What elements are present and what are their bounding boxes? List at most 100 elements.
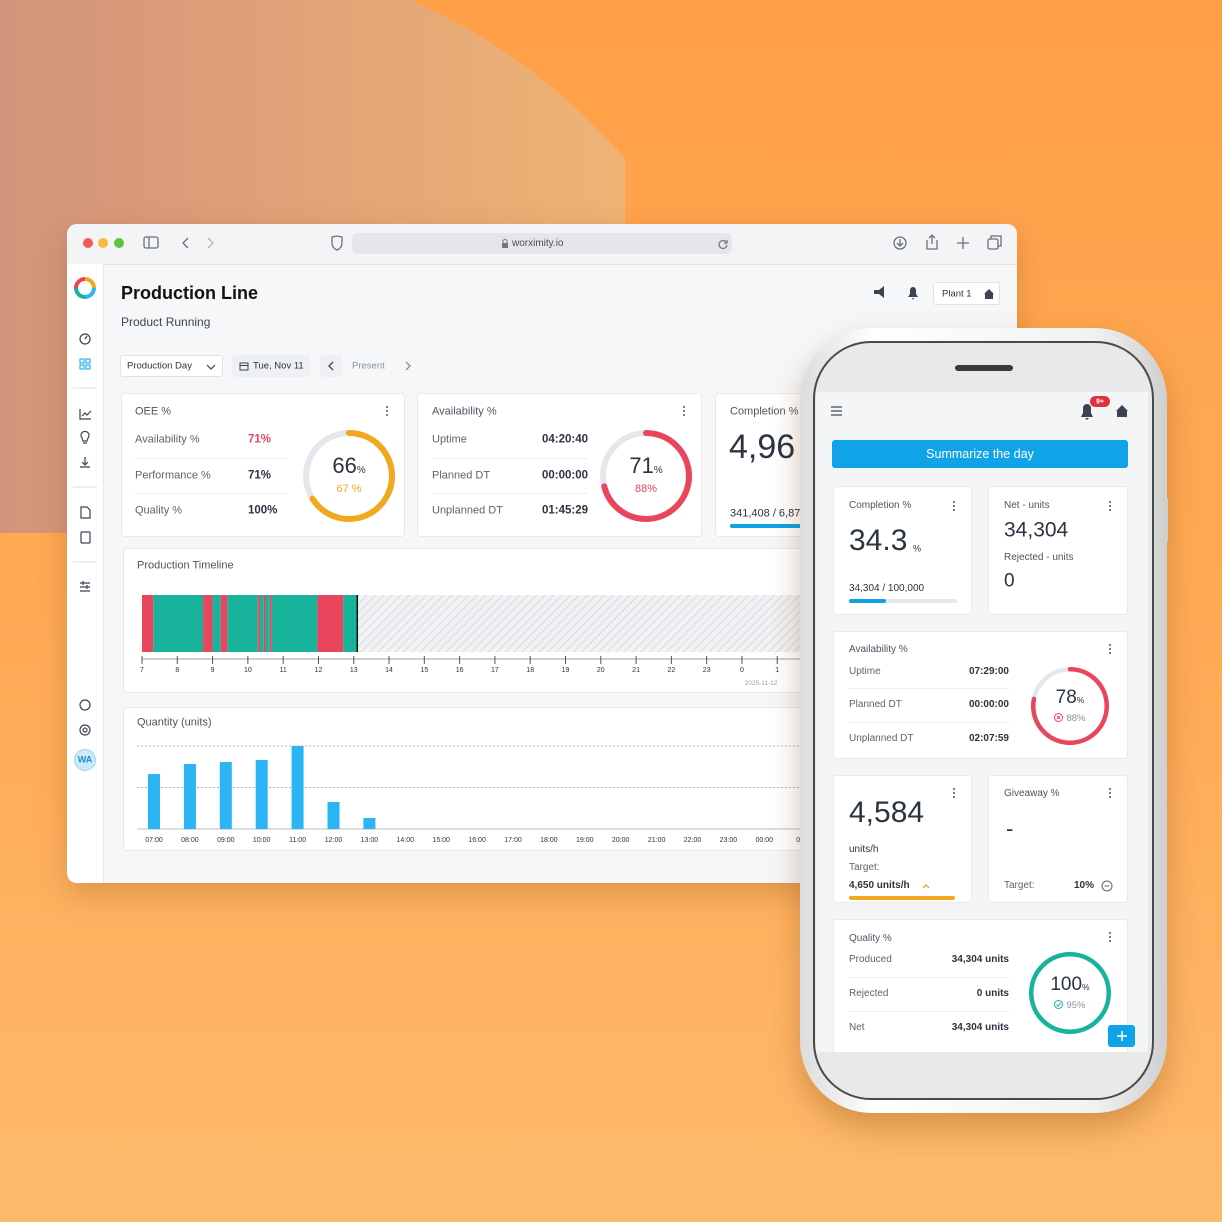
rejected-value: 0: [1004, 570, 1015, 592]
target-value: 4,650 units/h: [849, 880, 910, 891]
menu-dot: [1108, 787, 1112, 791]
back-button[interactable]: [182, 237, 189, 249]
notification-icon[interactable]: [908, 287, 918, 300]
download-icon[interactable]: [893, 236, 907, 250]
plant-selector[interactable]: Plant 1: [933, 282, 1000, 305]
gauge-value: 100: [1050, 973, 1083, 995]
card-title: Production Timeline: [137, 559, 234, 572]
bar: [183, 764, 196, 829]
zoom-button[interactable]: [114, 238, 124, 248]
mobile-header-icons: [831, 404, 1128, 420]
home-icon: [984, 289, 994, 299]
summarize-button[interactable]: Summarize the day: [832, 440, 1128, 468]
row-value: 02:07:59: [968, 733, 1009, 744]
completion-detail: 341,408 / 6,87: [730, 507, 801, 520]
sidebar-toggle[interactable]: [143, 236, 159, 249]
menu-dot: [952, 791, 956, 795]
ideas-icon[interactable]: [80, 430, 90, 444]
notification-button[interactable]: [1081, 404, 1093, 420]
row-label: Planned DT: [849, 699, 902, 710]
logo[interactable]: [74, 277, 96, 299]
close-button[interactable]: [83, 238, 93, 248]
period-dropdown[interactable]: Production Day: [120, 355, 223, 377]
completion-track: [849, 599, 957, 603]
card-menu[interactable]: [1108, 500, 1112, 512]
card-title: Giveaway %: [1004, 788, 1060, 799]
gauge-value-wrap: 66%: [303, 455, 395, 477]
page-subtitle: Product Running: [121, 315, 211, 329]
card-menu[interactable]: [385, 405, 389, 417]
row-value: 71%: [248, 469, 272, 482]
report-icon[interactable]: [80, 506, 91, 519]
new-tab-icon[interactable]: [957, 237, 969, 249]
previous-button[interactable]: [320, 355, 342, 377]
announcement-icon[interactable]: [874, 286, 884, 298]
gauge-target: 88%: [1066, 712, 1086, 724]
row-label: Uptime: [432, 433, 467, 446]
quality-card: Quality % Produced 34,304 units Rejected…: [833, 919, 1128, 1052]
row-value: 07:29:00: [968, 666, 1009, 677]
menu-button[interactable]: [831, 406, 842, 416]
x-tick-label: 19: [562, 667, 570, 674]
menu-dot: [385, 405, 389, 409]
card-title: Availability %: [849, 644, 908, 655]
x-tick-label: 16: [456, 667, 464, 674]
privacy-icon[interactable]: [331, 235, 343, 251]
add-button[interactable]: [1108, 1025, 1135, 1047]
row-label: Quality %: [135, 504, 183, 517]
gauge-ring: [303, 430, 395, 522]
x-tick-label: 12: [315, 667, 323, 674]
oee-card: OEE % Availability % 71% Performance % 7…: [121, 393, 405, 537]
timeline-segment: [257, 595, 260, 652]
row-label: Unplanned DT: [432, 504, 503, 517]
help-icon[interactable]: [79, 699, 91, 711]
x-tick-label: 7: [140, 667, 144, 674]
phone-side-button: [1164, 498, 1168, 542]
gauge-value-wrap: 71%: [600, 455, 692, 477]
completion-value: 4,96: [729, 428, 796, 466]
card-menu[interactable]: [1108, 931, 1112, 943]
x-tick-label: 09:00: [217, 837, 235, 844]
oee-gauge: 66% 67 %: [303, 430, 395, 522]
x-tick-label: 19:00: [576, 837, 594, 844]
clipboard-icon[interactable]: [80, 531, 91, 544]
row-value: 04:20:40: [541, 433, 588, 446]
date-label: Tue, Nov 11: [253, 360, 304, 372]
bar: [291, 746, 304, 829]
reload-icon[interactable]: [718, 239, 728, 249]
avatar[interactable]: WA: [74, 749, 96, 771]
card-menu[interactable]: [952, 787, 956, 799]
layout-icon[interactable]: [79, 358, 91, 370]
gear-icon[interactable]: [79, 724, 91, 736]
menu-dot: [952, 508, 956, 512]
forward-button[interactable]: [207, 237, 214, 249]
bar: [148, 774, 160, 829]
x-tick-label: 00:00: [756, 837, 774, 844]
timeline-segment: [317, 595, 344, 652]
rejected-title: Rejected - units: [1004, 552, 1074, 563]
gauge-value: 71: [629, 453, 654, 479]
x-tick-label: 18:00: [540, 837, 558, 844]
export-icon[interactable]: [80, 457, 90, 468]
card-menu[interactable]: [1108, 643, 1112, 655]
icon-ring: [1054, 999, 1064, 1009]
trends-icon[interactable]: [79, 409, 92, 420]
date-picker[interactable]: Tue, Nov 11: [232, 355, 310, 377]
icon-glyph: [1057, 715, 1061, 719]
minimize-button[interactable]: [98, 238, 108, 248]
address-bar[interactable]: worximity.io: [352, 233, 732, 254]
card-menu[interactable]: [1108, 787, 1112, 799]
menu-dot: [1108, 651, 1112, 655]
home-button[interactable]: [1116, 405, 1128, 417]
next-button[interactable]: [403, 361, 413, 371]
completion-value: 34.3: [849, 524, 908, 557]
x-tick-label: 14: [385, 667, 393, 674]
bar: [363, 818, 376, 829]
dashboard-icon[interactable]: [79, 333, 91, 345]
card-menu[interactable]: [952, 500, 956, 512]
present-button[interactable]: Present: [352, 360, 385, 372]
card-menu[interactable]: [682, 405, 686, 417]
share-icon[interactable]: [926, 234, 938, 250]
settings-sliders-icon[interactable]: [80, 581, 90, 592]
tabs-icon[interactable]: [987, 238, 999, 250]
